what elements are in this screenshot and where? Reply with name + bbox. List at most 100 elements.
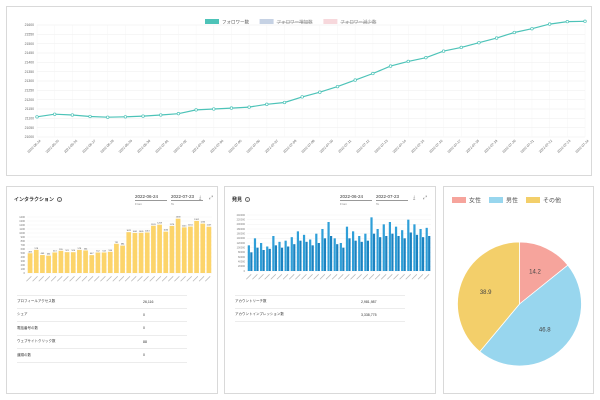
x-tick-label: 2022-07-02 (173, 139, 188, 154)
download-icon[interactable]: ⤓ (199, 195, 202, 201)
bar-secondary (323, 238, 327, 271)
y-tick-label: 40000 (238, 260, 246, 263)
bar (407, 219, 410, 271)
discovery-date-range: 2022-06-24 From 2022-07-23 To (340, 194, 408, 206)
stats-row: ウェブサイトクリック数 88 (17, 336, 187, 349)
bar (151, 225, 156, 273)
legend-label: 女性 (469, 197, 481, 205)
x-tick-label: 2022-06-29 (118, 139, 133, 154)
engagement-grid (27, 216, 212, 274)
bar (394, 226, 398, 271)
stats-row: 道順の数 0 (17, 349, 187, 363)
followers-point (441, 49, 446, 53)
expand-icon[interactable]: ⤢ (209, 195, 214, 201)
x-tick-label (143, 276, 149, 282)
followers-point (547, 22, 552, 26)
bar (321, 229, 324, 271)
x-tick-label (307, 274, 313, 280)
y-tick-label: 21100 (25, 117, 34, 121)
y-tick-label: 21500 (25, 42, 35, 46)
gender-slices (457, 241, 582, 367)
x-tick-label (295, 274, 301, 280)
followers-point (229, 106, 234, 110)
bar (284, 240, 287, 271)
x-tick-label: 2022-07-03 (191, 139, 206, 154)
stats-label: アカウントインプレッション数 (235, 312, 284, 317)
x-tick-label (405, 274, 411, 280)
bar-secondary (268, 248, 271, 271)
y-tick-label: 21250 (25, 89, 35, 93)
x-tick-label (393, 274, 399, 280)
bar-secondary (342, 247, 345, 271)
followers-point (265, 102, 269, 106)
data-label: 1157 (207, 225, 212, 227)
date-from-value: 2022-06-24 (135, 194, 167, 201)
x-tick-label (344, 274, 350, 280)
x-tick-label (106, 276, 112, 282)
followers-point (70, 113, 75, 117)
discovery-title: 発見 (232, 197, 243, 203)
engagement-panel: インタラクション i 2022-06-24 From 2022-07-23 To… (6, 186, 218, 394)
date-to-label: To (171, 202, 175, 206)
bar-secondary (397, 236, 400, 271)
x-tick-label: 2022-07-11 (337, 139, 352, 154)
gender-legend[interactable]: 女性 男性 その他 (452, 197, 561, 205)
data-label: 521 (65, 250, 69, 252)
y-tick-label: 21450 (25, 51, 35, 55)
legend-label: フォロワー増加数 (277, 19, 313, 26)
x-tick-label (63, 275, 69, 282)
info-icon[interactable]: i (57, 197, 63, 202)
discovery-x-ticks (245, 273, 430, 280)
data-label: 1358 (176, 217, 181, 219)
info-icon[interactable]: i (245, 197, 251, 202)
bar (315, 233, 318, 271)
legend-label: その他 (543, 197, 561, 205)
y-tick-label: 800 (21, 239, 26, 243)
x-tick-label (362, 273, 369, 280)
engagement-date-to[interactable]: 2022-07-23 To (171, 194, 203, 206)
data-label: 1005 (139, 231, 144, 233)
discovery-date-to[interactable]: 2022-07-23 To (376, 194, 408, 206)
x-tick-label (174, 276, 180, 282)
x-tick-label (149, 276, 155, 282)
bar-secondary (336, 244, 339, 271)
bar-secondary (428, 236, 431, 271)
date-to-value: 2022-07-23 (376, 194, 408, 201)
bar (290, 237, 293, 271)
data-label: 449 (41, 253, 45, 255)
bar (309, 239, 312, 271)
followers-point (194, 108, 198, 112)
x-tick-label (32, 276, 38, 282)
bar (296, 231, 300, 271)
data-label: 1141 (182, 225, 187, 227)
x-tick-label (112, 276, 118, 282)
bar (83, 250, 88, 273)
y-tick-label: 20000 (238, 265, 246, 268)
bar-secondary (299, 240, 302, 271)
stats-row: シェア 0 (17, 309, 187, 322)
followers-legend[interactable]: フォロワー数 フォロワー増加数 フォロワー減少数 (205, 19, 377, 26)
x-tick-label: 2022-07-24 (575, 139, 590, 154)
followers-point (247, 105, 251, 109)
discovery-panel: 発見 i 2022-06-24 From 2022-07-23 To ⤓ ⤢ 0… (224, 186, 436, 394)
x-tick-label (204, 275, 211, 282)
x-tick-label (75, 275, 81, 282)
stats-label: 道順の数 (17, 352, 31, 357)
x-tick-label (192, 275, 199, 282)
x-tick-label: 2022-07-23 (556, 139, 571, 154)
x-tick-label (337, 274, 344, 280)
legend-swatch (489, 197, 503, 203)
download-icon[interactable]: ⤓ (413, 195, 416, 201)
y-tick-label: 21400 (25, 61, 35, 65)
x-tick-label (118, 276, 125, 282)
expand-icon[interactable]: ⤢ (423, 195, 428, 201)
discovery-date-from[interactable]: 2022-06-24 From (340, 194, 372, 206)
x-tick-label (186, 275, 192, 282)
bar (126, 232, 132, 273)
followers-point (494, 36, 499, 40)
date-to-value: 2022-07-23 (171, 194, 203, 201)
bar-secondary (250, 252, 253, 271)
bar-secondary (366, 240, 369, 271)
engagement-date-from[interactable]: 2022-06-24 From (135, 194, 167, 206)
bar-secondary (391, 233, 394, 271)
